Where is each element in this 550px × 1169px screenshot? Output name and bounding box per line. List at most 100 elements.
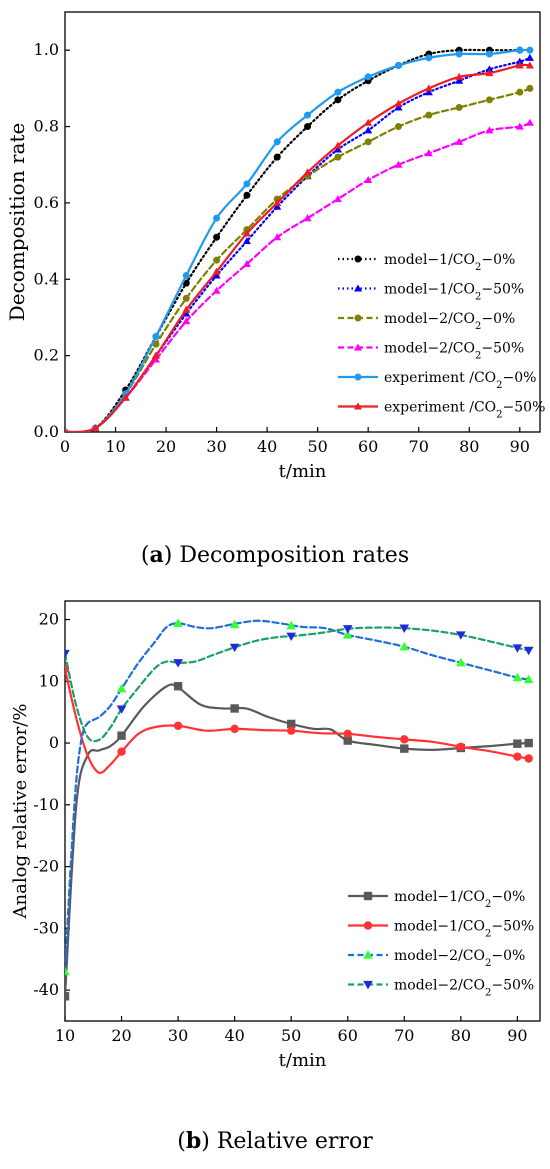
legend-item-model-1-co-50: model−1/CO2−50% <box>348 919 534 939</box>
data-point <box>303 168 312 176</box>
data-point <box>173 618 183 627</box>
x-tick-label: 80 <box>459 437 479 456</box>
x-tick-label: 90 <box>510 437 530 456</box>
data-point <box>182 317 191 325</box>
data-point <box>485 65 494 73</box>
data-point <box>456 631 466 640</box>
legend-marker <box>353 402 363 410</box>
y-tick-label: -10 <box>33 795 59 814</box>
legend-item-model-1-co-0: model−1/CO2−0% <box>338 252 515 273</box>
data-point <box>455 137 464 145</box>
legend-marker <box>354 255 362 263</box>
x-tick-label: 40 <box>257 437 277 456</box>
legend-marker <box>354 314 362 322</box>
legend-item-model-1-co-50: model−1/CO2−50% <box>338 282 524 302</box>
data-point <box>230 724 239 734</box>
y-tick-label: -20 <box>33 857 59 876</box>
data-point <box>526 46 534 54</box>
data-point <box>334 153 342 161</box>
data-point <box>343 736 352 745</box>
data-point <box>333 195 342 203</box>
data-point <box>182 305 191 313</box>
data-point <box>286 726 296 735</box>
legend-label: experiment /CO2−0% <box>384 370 537 391</box>
data-point <box>399 641 410 651</box>
series-experiment-co-0 <box>65 46 534 432</box>
x-tick-label: 30 <box>206 437 226 456</box>
plot-frame <box>64 600 541 1022</box>
x-tick-label: 30 <box>168 1026 188 1045</box>
data-point <box>342 625 353 634</box>
plot-area <box>65 46 534 432</box>
data-point <box>455 103 463 111</box>
data-point <box>213 256 221 264</box>
data-point <box>455 76 464 84</box>
legend-marker <box>363 980 373 990</box>
data-point <box>91 424 100 432</box>
legend-marker <box>353 343 363 351</box>
data-point <box>304 111 312 119</box>
data-point <box>364 175 373 184</box>
series-model-2-co-0 <box>65 618 534 976</box>
data-point <box>524 738 533 748</box>
data-point <box>334 88 342 96</box>
y-axis-label: Decomposition rate <box>5 123 29 322</box>
legend-label: model−2/CO2−0% <box>394 948 525 969</box>
data-point <box>182 309 191 317</box>
data-point <box>117 747 126 756</box>
y-tick-label: -40 <box>33 980 59 999</box>
data-point <box>364 118 373 126</box>
data-point <box>173 721 183 730</box>
legend-label: model−2/CO2−50% <box>394 978 534 999</box>
data-point <box>286 719 296 729</box>
data-point <box>212 286 221 294</box>
x-tick-label: 50 <box>281 1026 301 1045</box>
data-point <box>513 752 522 761</box>
data-point <box>516 88 524 96</box>
caption-a-text: Decomposition rates <box>179 543 409 568</box>
data-point <box>364 126 373 134</box>
y-tick-label: 1.0 <box>34 40 59 59</box>
data-point <box>213 214 221 222</box>
caption-a-letter: a <box>149 542 163 568</box>
x-tick-label: 10 <box>55 1026 75 1045</box>
data-point <box>513 739 522 748</box>
data-point <box>304 123 312 131</box>
data-point <box>425 54 433 62</box>
data-point <box>273 198 282 206</box>
data-point <box>212 271 221 279</box>
data-point <box>273 153 281 161</box>
y-axis-label: Analog relative error/% <box>10 704 31 920</box>
data-point <box>333 145 342 153</box>
plot-frame <box>64 11 541 433</box>
data-point <box>455 50 463 58</box>
data-point <box>273 233 282 241</box>
data-point <box>485 50 493 58</box>
data-point <box>152 333 160 341</box>
data-point <box>425 111 433 119</box>
x-tick-label: 0 <box>60 437 70 456</box>
series-line <box>65 48 521 432</box>
data-point <box>455 72 464 80</box>
plot-area <box>65 618 534 1001</box>
legend-item-experiment-co-50: experiment /CO2−50% <box>338 400 545 421</box>
caption-b-letter: b <box>186 1128 201 1154</box>
y-tick-label: 0.0 <box>34 422 59 441</box>
data-point <box>516 46 524 54</box>
legend-item-model-2-co-50: model−2/CO2−50% <box>338 341 524 361</box>
x-tick-label: 60 <box>358 437 378 456</box>
data-point <box>273 202 282 210</box>
data-point <box>230 704 239 713</box>
data-point <box>512 672 523 682</box>
legend-item-model-1-co-0: model−1/CO2−0% <box>348 889 525 910</box>
legend-marker <box>363 891 373 901</box>
caption-b: (b) Relative error <box>177 1128 373 1154</box>
x-tick-label: 20 <box>111 1026 131 1045</box>
series-model-2-co-50 <box>65 624 534 743</box>
data-point <box>424 149 433 157</box>
data-point <box>399 624 410 634</box>
legend-label: experiment /CO2−50% <box>384 400 545 421</box>
data-point <box>456 742 466 751</box>
data-point <box>394 99 403 107</box>
data-point <box>65 649 70 659</box>
